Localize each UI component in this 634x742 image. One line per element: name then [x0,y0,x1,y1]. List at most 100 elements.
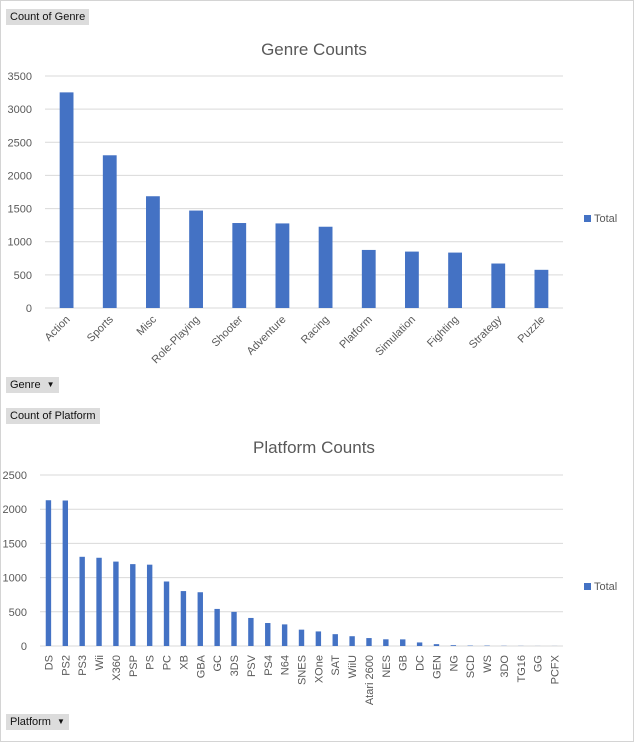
x-tick-label: DC [415,655,427,671]
bar-ps4 [265,623,271,646]
genre-axis-field-button[interactable]: Genre ▼ [6,377,59,393]
y-tick-label: 0 [26,303,32,315]
x-tick-label: SNES [297,655,309,685]
x-tick-label: 3DS [229,655,241,676]
bar-wiiu [349,636,355,646]
bar-nes [383,639,389,646]
bar-ng [450,645,457,646]
legend-label: Total [594,213,617,225]
chevron-down-icon[interactable]: ▼ [56,717,65,726]
bar-gb [400,639,406,646]
legend-swatch [584,215,591,222]
bar-xone [315,631,322,646]
x-tick-label: PSV [246,654,258,677]
bar-racing [318,226,333,308]
bar-platform [361,249,376,308]
x-tick-label: Simulation [373,314,418,359]
bar-ps2 [62,500,69,646]
x-tick-label: WiiU [347,655,359,678]
x-tick-label: Racing [299,314,332,347]
x-tick-label: Puzzle [516,314,548,346]
y-tick-label: 500 [9,607,27,619]
x-tick-label: PSP [128,655,140,677]
bar-pc [163,581,170,646]
chart-title: Platform Counts [253,438,375,457]
genre-axis-field-label: Genre [10,379,41,391]
legend-swatch [584,583,591,590]
bar-fighting [448,252,462,308]
x-tick-label: Wii [94,655,106,670]
x-tick-label: PS3 [77,655,89,676]
x-tick-label: TG16 [516,655,528,683]
chart-title: Genre Counts [261,40,367,59]
bar-ds [45,500,52,646]
y-tick-label: 2000 [8,170,32,182]
x-tick-label: GB [398,655,410,671]
bar-action [59,92,74,308]
bar-puzzle [534,269,549,308]
bar-gen [433,644,440,646]
x-tick-label: PS4 [263,655,275,676]
x-tick-label: XB [178,655,190,670]
x-tick-label: Adventure [245,314,289,358]
x-tick-label: 3DO [499,655,511,678]
x-tick-label: Strategy [467,313,505,351]
x-tick-label: NG [448,655,460,672]
x-tick-label: PS2 [60,655,72,676]
platform-axis-field-button[interactable]: Platform ▼ [6,714,69,730]
bar-3ds [231,611,237,646]
y-tick-label: 2500 [8,137,32,149]
y-tick-label: 1000 [8,237,32,249]
genre-value-field-label[interactable]: Count of Genre [6,9,90,25]
x-tick-label: GG [533,655,545,672]
bar-psv [248,617,254,646]
y-tick-label: 2000 [3,504,27,516]
platform-bar-chart: Platform Counts 0 500 1000 1500 2000 2500 DS PS2… [3,438,618,705]
bar-atari-2600 [366,638,372,646]
legend-label: Total [594,581,617,593]
y-tick-label: 0 [21,641,27,653]
y-tick-label: 2500 [3,470,27,482]
bar-role-playing [189,210,203,308]
bar-dc [416,642,423,646]
x-tick-label: GBA [195,654,207,678]
platform-pivot-panel: Count of Platform Platform Counts 0 500 100… [0,401,634,742]
bar-misc [146,196,160,308]
platform-value-field-label[interactable]: Count of Platform [6,408,100,424]
bar-sat [332,634,338,646]
chevron-down-icon[interactable]: ▼ [46,380,55,389]
genre-pivot-panel: Count of Genre Genre Counts 0 500 1000 1500 2… [0,0,634,402]
bar-xb [180,591,187,646]
bar-snes [298,629,305,646]
bar-x360 [113,561,119,646]
bar-psp [130,564,136,646]
bar-sports [102,155,117,308]
x-tick-label: SAT [330,655,342,676]
bar-n64 [281,624,288,646]
bar-simulation [405,251,419,308]
x-tick-label: N64 [280,655,292,675]
x-tick-label: NES [381,655,393,678]
genre-bar-chart: Genre Counts 0 500 1000 1500 2000 2500 3000 3500… [8,40,618,366]
x-tick-label: Fighting [425,314,461,350]
x-tick-label: WS [482,655,494,673]
x-tick-label: PS [145,655,157,670]
bar-adventure [275,223,290,308]
y-tick-label: 1500 [8,204,32,216]
x-tick-label: SCD [465,655,477,678]
bar-shooter [232,223,247,308]
bar-gba [197,592,203,646]
y-tick-label: 3500 [8,71,32,83]
x-tick-label: GC [212,655,224,672]
x-tick-label: DS [43,655,55,670]
platform-axis-field-label: Platform [10,716,51,728]
bar-gc [214,608,220,646]
bar-strategy [491,263,506,308]
x-tick-label: Platform [337,314,374,351]
x-tick-label: XOne [313,655,325,683]
y-tick-label: 1000 [3,573,27,585]
x-tick-label: Sports [85,313,116,344]
x-tick-label: GEN [431,655,443,679]
x-tick-label: Action [43,314,73,344]
x-tick-label: Shooter [210,313,246,349]
